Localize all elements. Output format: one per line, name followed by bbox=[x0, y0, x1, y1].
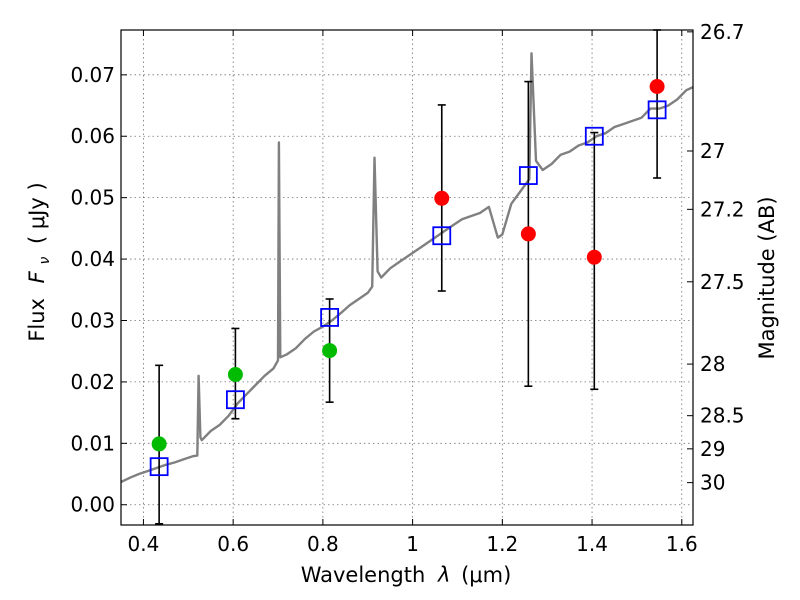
y-tick-label: 0.04 bbox=[70, 247, 115, 271]
model-square-marker bbox=[149, 457, 169, 477]
data-markers bbox=[149, 79, 667, 477]
x-tick-label: 1 bbox=[406, 532, 419, 556]
model-square-marker bbox=[518, 166, 538, 185]
model-square-marker bbox=[432, 226, 452, 246]
mag-tick-label: 30 bbox=[700, 471, 725, 495]
x-axis-title: Wavelength λ (μm) bbox=[301, 563, 512, 587]
green-data-point bbox=[322, 343, 338, 359]
grid bbox=[121, 30, 693, 525]
spectrum-series bbox=[120, 52, 694, 484]
y-tick-label: 0.05 bbox=[70, 186, 115, 210]
y2-axis-title: Magnitude (AB) bbox=[755, 196, 779, 359]
model-square-marker bbox=[225, 390, 245, 410]
red-data-point bbox=[520, 226, 536, 242]
red-data-point bbox=[586, 249, 602, 265]
x-tick-label: 1.2 bbox=[486, 532, 518, 556]
model-square-marker bbox=[584, 126, 604, 146]
mag-tick-label: 27.2 bbox=[700, 197, 745, 221]
axis-ticks: 0.4 0.6 0.8 1 1.2 1.4 1.6 0.00 0.01 0.02 0.03 0.04 0… bbox=[70, 20, 744, 556]
y-tick-label: 0.01 bbox=[70, 431, 115, 455]
y-tick-label: 0.06 bbox=[70, 124, 115, 148]
y-tick-label: 0.00 bbox=[70, 493, 115, 517]
y-tick-label: 0.02 bbox=[70, 370, 115, 394]
model-square-marker bbox=[647, 100, 667, 120]
model-square-marker bbox=[320, 308, 340, 327]
plot-frame bbox=[120, 29, 694, 526]
mag-tick-label: 28.5 bbox=[700, 404, 745, 428]
green-data-point bbox=[227, 367, 243, 383]
red-data-point bbox=[434, 190, 450, 206]
y-axis-title: Flux F ν ( μJy ) bbox=[25, 182, 54, 341]
spectrum-line bbox=[120, 52, 694, 484]
mag-tick-label: 27.5 bbox=[700, 270, 745, 294]
mag-tick-label: 27 bbox=[700, 139, 725, 163]
mag-tick-label: 26.7 bbox=[700, 20, 745, 44]
y-tick-label: 0.03 bbox=[70, 308, 115, 332]
red-data-point bbox=[649, 79, 665, 95]
mag-tick-label: 29 bbox=[700, 437, 725, 461]
mag-tick-label: 28 bbox=[700, 352, 725, 376]
x-tick-label: 0.8 bbox=[307, 532, 339, 556]
x-tick-label: 1.4 bbox=[576, 532, 608, 556]
green-data-point bbox=[151, 436, 167, 452]
y-tick-label: 0.07 bbox=[70, 63, 115, 87]
x-tick-label: 0.4 bbox=[128, 532, 160, 556]
x-tick-label: 1.6 bbox=[666, 532, 698, 556]
x-tick-label: 0.6 bbox=[217, 532, 249, 556]
error-bars bbox=[155, 29, 662, 525]
